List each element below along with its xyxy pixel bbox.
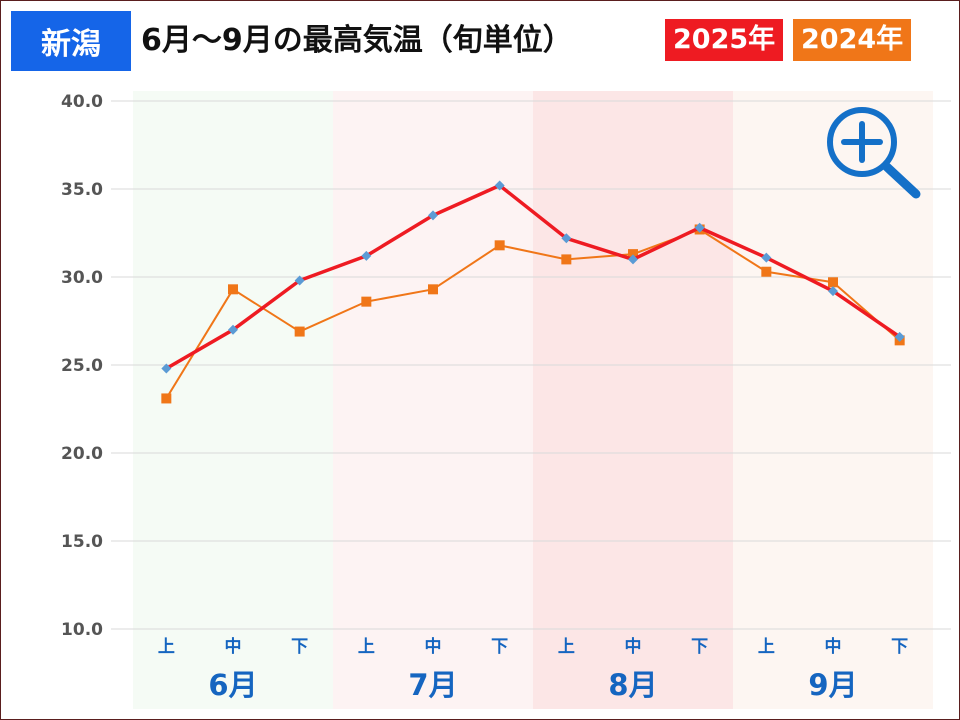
point-2025	[828, 286, 838, 297]
y-tick-label: 30.0	[61, 268, 103, 288]
x-tick-label: 上	[758, 637, 775, 657]
month-label: 6月	[208, 668, 257, 702]
point-2025	[228, 324, 238, 335]
x-tick-label: 中	[625, 636, 642, 657]
point-2025	[494, 180, 505, 191]
point-2024	[228, 284, 238, 295]
month-band-8	[533, 91, 733, 709]
x-tick-label: 下	[691, 637, 708, 657]
point-2024	[161, 393, 172, 404]
point-2025	[294, 275, 305, 286]
series-line-2024	[165, 228, 901, 399]
month-label: 8月	[608, 668, 657, 702]
x-tick-label: 中	[825, 636, 842, 657]
month-band-7	[333, 91, 533, 709]
point-2025	[561, 233, 572, 244]
chart-title: 6月～9月の最高気温（旬単位）	[141, 23, 573, 58]
month-band-9	[733, 91, 933, 709]
point-2024	[494, 240, 505, 251]
y-tick-label: 15.0	[61, 532, 103, 552]
point-2025	[361, 250, 372, 261]
legend-2024: 2024年	[793, 19, 912, 61]
point-2025	[628, 254, 638, 265]
x-tick-label: 中	[425, 636, 442, 657]
x-tick-label: 下	[491, 637, 508, 657]
point-2024	[561, 254, 572, 265]
y-tick-label: 25.0	[61, 356, 103, 376]
point-2025	[161, 363, 172, 374]
point-2024	[428, 284, 438, 295]
x-tick-label: 中	[225, 636, 242, 657]
point-2024	[628, 249, 638, 260]
y-tick-label: 10.0	[61, 620, 103, 640]
y-tick-label: 40.0	[61, 92, 103, 112]
x-tick-label: 上	[558, 637, 575, 657]
point-2025	[428, 210, 438, 221]
point-2024	[294, 326, 305, 337]
x-tick-label: 下	[291, 637, 308, 657]
y-tick-label: 35.0	[61, 180, 103, 200]
region-label: 新潟	[11, 11, 131, 71]
point-2024	[828, 277, 838, 288]
zoom-in-icon[interactable]	[827, 107, 921, 199]
point-2025	[761, 252, 772, 263]
x-tick-label: 上	[158, 637, 175, 657]
series-line-2025	[165, 183, 901, 371]
point-2025	[694, 222, 705, 233]
month-label: 9月	[808, 668, 857, 702]
point-2024	[761, 266, 772, 277]
point-2025	[894, 331, 905, 342]
y-tick-label: 20.0	[61, 444, 103, 464]
point-2024	[361, 296, 372, 307]
x-tick-label: 上	[358, 637, 375, 657]
legend-2025: 2025年	[665, 19, 784, 61]
month-label: 7月	[408, 668, 457, 702]
x-tick-label: 下	[891, 637, 908, 657]
